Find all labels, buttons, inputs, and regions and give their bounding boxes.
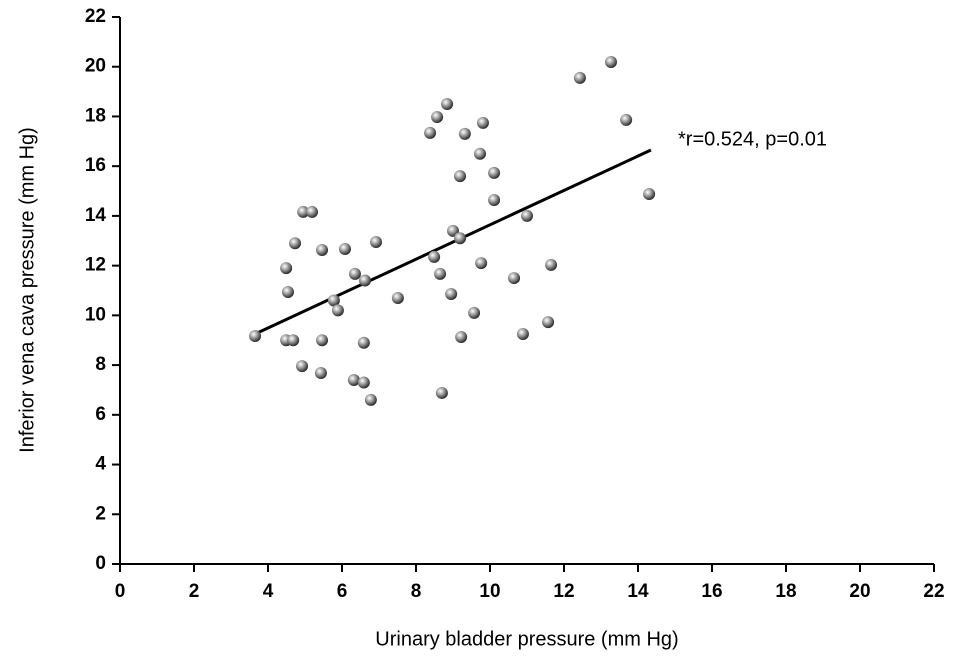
point (455, 330, 468, 343)
y-tick-label: 18 (85, 105, 106, 126)
point (516, 328, 529, 341)
point (474, 147, 487, 160)
point (296, 360, 309, 373)
x-tick-label: 0 (115, 581, 126, 602)
x-tick-label: 8 (411, 581, 422, 602)
point (391, 291, 404, 304)
point (364, 393, 377, 406)
point (475, 257, 488, 270)
point (357, 336, 370, 349)
y-axis-label: Inferior vena cava pressure (mm Hg) (16, 127, 38, 453)
point (441, 98, 454, 111)
point (338, 242, 351, 255)
point (306, 205, 319, 218)
x-tick-label: 18 (775, 581, 796, 602)
point (445, 287, 458, 300)
y-tick-label: 16 (85, 155, 106, 176)
point (508, 272, 521, 285)
point (454, 170, 467, 183)
point (431, 110, 444, 123)
point (358, 274, 371, 287)
x-tick-label: 10 (479, 581, 500, 602)
trend-line (254, 148, 652, 336)
point (488, 193, 501, 206)
annotation: *r=0.524, p=0.01 (678, 128, 827, 150)
x-tick-label: 20 (849, 581, 870, 602)
y-tick-label: 20 (85, 56, 106, 77)
point (357, 376, 370, 389)
point (454, 232, 467, 245)
point (521, 209, 533, 222)
x-tick-label: 4 (263, 581, 274, 602)
point (542, 316, 555, 329)
point (620, 113, 633, 126)
y-tick-label: 6 (95, 404, 106, 425)
point (280, 262, 293, 275)
point (314, 367, 327, 380)
point (447, 224, 459, 237)
x-tick-label: 16 (701, 581, 722, 602)
point (249, 330, 262, 343)
point (488, 166, 501, 179)
x-tick-label: 2 (189, 581, 200, 602)
x-tick-label: 14 (627, 581, 649, 602)
point (604, 56, 617, 69)
point (458, 127, 471, 140)
x-tick-label: 12 (553, 581, 574, 602)
point (316, 243, 329, 256)
y-tick-label: 14 (85, 205, 107, 226)
x-axis-label: Urinary bladder pressure (mm Hg) (375, 628, 678, 650)
point (281, 285, 294, 298)
x-tick-label: 6 (337, 581, 348, 602)
y-tick-label: 0 (95, 553, 106, 574)
point (287, 334, 300, 347)
point (331, 304, 344, 317)
point (348, 267, 361, 280)
point (643, 188, 656, 201)
y-tick-label: 4 (95, 454, 106, 475)
point (370, 236, 383, 249)
point (573, 71, 586, 84)
point (316, 334, 329, 347)
point (289, 237, 302, 250)
y-tick-label: 2 (95, 503, 106, 524)
point (468, 306, 481, 319)
point (434, 267, 447, 280)
point (545, 258, 558, 271)
x-tick-label: 22 (923, 581, 944, 602)
point (327, 294, 340, 307)
y-tick-label: 12 (85, 255, 106, 276)
point (424, 126, 437, 139)
y-tick-label: 22 (85, 6, 106, 27)
point (297, 205, 310, 218)
point (476, 116, 489, 129)
point (435, 386, 448, 399)
y-tick-label: 8 (95, 354, 106, 375)
point (347, 374, 360, 387)
y-tick-label: 10 (85, 304, 106, 325)
point (428, 250, 441, 263)
